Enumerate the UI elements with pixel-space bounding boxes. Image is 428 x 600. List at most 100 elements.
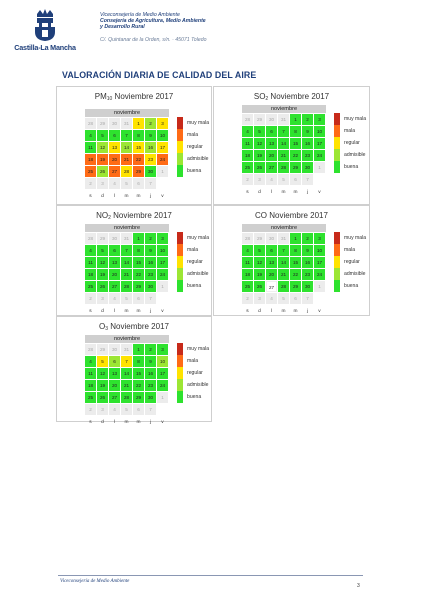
day-cell: 9 xyxy=(302,126,313,137)
day-cell: 3 xyxy=(157,233,168,244)
legend-swatch xyxy=(177,244,183,256)
viceconsejeria-label: Viceconsejería de Medio Ambiente xyxy=(100,12,180,18)
day-cell: 18 xyxy=(85,380,96,391)
legend-swatch xyxy=(177,165,183,177)
day-cell: 20 xyxy=(266,269,277,280)
weekday-label: m xyxy=(281,190,286,195)
legend-swatch xyxy=(177,117,183,129)
day-cell: 13 xyxy=(266,138,277,149)
day-cell: 14 xyxy=(121,257,132,268)
day-cell: 7 xyxy=(121,356,132,367)
weekday-label: d xyxy=(101,194,104,199)
pollutant-name: NO xyxy=(96,211,109,220)
day-cell: 19 xyxy=(254,269,265,280)
prev-month-day: 30 xyxy=(109,118,120,129)
legend-swatch xyxy=(177,355,183,367)
day-cell: 19 xyxy=(97,269,108,280)
day-cell: 15 xyxy=(290,257,301,268)
pollutant-subscript: 10 xyxy=(106,96,113,102)
day-cell: 18 xyxy=(85,154,96,165)
day-cell: 13 xyxy=(109,368,120,379)
weekday-label: j xyxy=(149,420,152,425)
panel-title: NO2 Noviembre 2017 xyxy=(57,211,211,221)
legend-label: mala xyxy=(187,132,199,138)
panel-title: PM10 Noviembre 2017 xyxy=(57,92,211,102)
panel-title: SO2 Noviembre 2017 xyxy=(214,92,369,102)
day-cell: 5 xyxy=(254,126,265,137)
day-cell: 6 xyxy=(109,245,120,256)
day-cell: 29 xyxy=(133,281,144,292)
next-month-day: 6 xyxy=(133,404,144,415)
legend-label: muy mala xyxy=(187,346,210,352)
next-month-day: 2 xyxy=(85,404,96,415)
day-cell: 25 xyxy=(85,392,96,403)
day-cell: 23 xyxy=(302,150,313,161)
weekday-label: s xyxy=(89,309,92,314)
day-cell: 26 xyxy=(97,166,108,177)
next-month-day: 6 xyxy=(290,174,301,185)
legend-label: regular xyxy=(187,259,203,265)
pollutant-name: PM xyxy=(94,92,107,101)
legend-label: buena xyxy=(344,164,359,170)
day-cell: 28 xyxy=(121,392,132,403)
pollutant-subscript: 2 xyxy=(265,96,269,102)
weekday-label: m xyxy=(124,194,129,199)
next-month-day: 5 xyxy=(121,293,132,304)
day-cell: 14 xyxy=(121,368,132,379)
day-cell: 9 xyxy=(145,245,156,256)
next-month-day: 3 xyxy=(254,174,265,185)
legend-label: buena xyxy=(187,394,202,400)
day-cell: 27 xyxy=(109,166,120,177)
prev-month-day: 28 xyxy=(85,344,96,355)
legend-color-bar xyxy=(177,343,183,403)
next-month-day: 6 xyxy=(290,293,301,304)
day-cell: 26 xyxy=(97,392,108,403)
legend-label: mala xyxy=(187,358,199,364)
weekday-label: s xyxy=(246,309,249,314)
day-cell: 16 xyxy=(145,368,156,379)
footer-divider xyxy=(58,575,363,576)
day-cell: 25 xyxy=(242,162,253,173)
next-month-day: 7 xyxy=(145,293,156,304)
day-cell: 11 xyxy=(242,138,253,149)
day-cell: 20 xyxy=(266,150,277,161)
day-cell: 3 xyxy=(157,344,168,355)
legend-swatch xyxy=(334,137,340,149)
legend-swatch xyxy=(334,232,340,244)
legend-swatch xyxy=(177,391,183,403)
next-month-day: 6 xyxy=(133,293,144,304)
next-month-day: 7 xyxy=(302,174,313,185)
legend-swatch xyxy=(334,161,340,173)
page-number: 3 xyxy=(357,583,360,589)
weekday-label: m xyxy=(124,420,129,425)
day-cell: 6 xyxy=(109,356,120,367)
month-header: noviembre xyxy=(85,109,169,117)
legend-label: buena xyxy=(344,283,359,289)
logo-text: Castilla-La Mancha xyxy=(14,43,76,52)
footer-text: Viceconsejería de Medio Ambiente xyxy=(60,579,130,584)
day-cell: 22 xyxy=(133,154,144,165)
day-cell: 29 xyxy=(290,162,301,173)
next-month-day: 1 xyxy=(314,162,325,173)
day-cell: 22 xyxy=(133,269,144,280)
day-cell: 6 xyxy=(266,126,277,137)
prev-month-day: 28 xyxy=(85,233,96,244)
day-cell: 18 xyxy=(85,269,96,280)
calendar: noviembre 28 29 30 31 1 2 3 4 5 6 7 8 9 10 11 12 13 14 15 16… xyxy=(85,335,169,425)
day-cell: 1 xyxy=(133,344,144,355)
day-cell: 15 xyxy=(290,138,301,149)
day-cell: 22 xyxy=(290,150,301,161)
weekday-label: j xyxy=(149,309,152,314)
consejeria-line-2: y Desarrollo Rural xyxy=(100,24,145,31)
next-month-day: 5 xyxy=(278,174,289,185)
next-month-day: 4 xyxy=(109,293,120,304)
day-cell: 7 xyxy=(121,130,132,141)
day-cell: 30 xyxy=(302,162,313,173)
next-month-day: 5 xyxy=(278,293,289,304)
weekday-label: m xyxy=(293,309,298,314)
day-cell: 1 xyxy=(290,233,301,244)
legend-swatch xyxy=(177,367,183,379)
prev-month-day: 31 xyxy=(278,233,289,244)
weekday-label: d xyxy=(101,420,104,425)
